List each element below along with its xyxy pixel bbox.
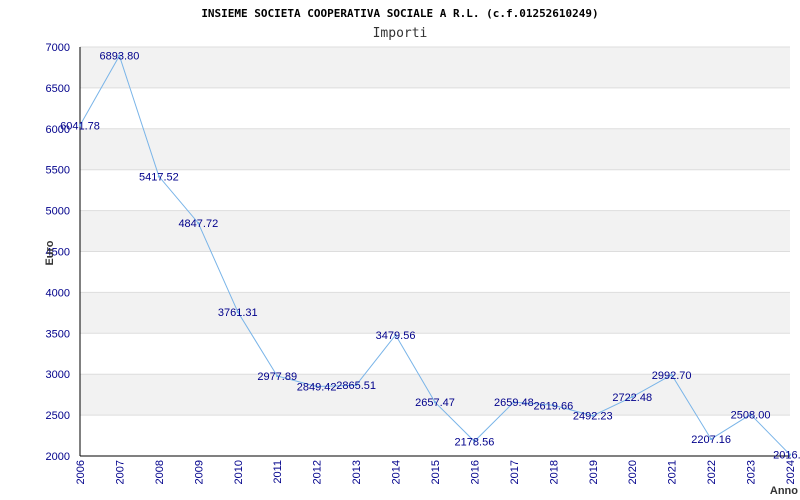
x-tick-label: 2012 <box>312 460 324 484</box>
data-point <box>473 440 476 443</box>
x-tick-label: 2023 <box>746 460 758 484</box>
data-point <box>118 54 121 57</box>
data-label: 2619.66 <box>533 400 573 412</box>
data-label: 5417.52 <box>139 171 179 183</box>
axes <box>79 47 790 457</box>
data-point <box>276 374 279 378</box>
x-tick-label: 2017 <box>509 460 521 484</box>
y-axis-ticks: 2000 2500 3000 3500 4000 4500 5000 5500 6000 6500… <box>46 42 70 463</box>
data-labels: 6041.78 6893.80 5417.52 4847.72 3761.31 2977.… <box>60 51 800 462</box>
data-point <box>236 310 239 314</box>
y-tick-label: 5000 <box>46 206 70 218</box>
data-point <box>433 401 437 404</box>
x-tick-label: 2020 <box>627 460 639 484</box>
data-point <box>749 413 752 416</box>
data-point <box>552 404 555 407</box>
x-tick-label: 2008 <box>154 460 166 484</box>
data-point <box>78 124 82 127</box>
data-label: 4847.72 <box>178 218 218 230</box>
y-tick-label: 2500 <box>46 410 70 422</box>
y-tick-label: 3000 <box>46 369 70 381</box>
plot-band <box>80 210 790 252</box>
y-tick-label: 6500 <box>46 83 70 95</box>
y-tick-label: 2000 <box>46 451 70 463</box>
y-axis-label: Euro <box>44 240 56 265</box>
y-tick-label: 7000 <box>46 42 70 54</box>
x-tick-label: 2016 <box>469 460 481 484</box>
y-tick-label: 6000 <box>46 124 70 136</box>
data-label: 3479.56 <box>376 330 416 342</box>
y-tick-label: 4500 <box>46 247 70 259</box>
x-tick-label: 2014 <box>391 460 403 484</box>
data-point <box>591 414 594 417</box>
data-label: 2657.47 <box>415 397 455 409</box>
data-point <box>197 221 200 225</box>
data-point <box>709 437 713 441</box>
data-label: 2992.70 <box>652 370 692 382</box>
data-label: 2865.51 <box>336 380 376 392</box>
x-tick-label: 2007 <box>114 460 126 484</box>
plot-band <box>80 292 790 334</box>
x-tick-label: 2011 <box>272 460 284 484</box>
data-label: 2659.48 <box>494 397 534 409</box>
data-label: 2207.16 <box>691 434 731 446</box>
x-tick-label: 2009 <box>193 460 205 484</box>
chart-subtitle: Importi <box>373 26 428 41</box>
data-label: 2977.89 <box>257 371 297 383</box>
data-point <box>157 175 161 178</box>
grid-lines <box>80 46 790 457</box>
chart-title: INSIEME SOCIETA COOPERATIVA SOCIALE A R.… <box>201 7 598 20</box>
x-tick-label: 2019 <box>588 460 600 484</box>
x-axis-ticks: 2006 2007 2008 2009 2010 2011 2012 2013 2014 2015… <box>75 460 797 484</box>
plot-band <box>80 374 790 416</box>
data-label: 3761.31 <box>218 307 258 319</box>
x-tick-label: 2015 <box>430 460 442 484</box>
data-label: 2722.48 <box>612 392 652 404</box>
plot-band <box>80 128 790 170</box>
data-point <box>788 453 792 456</box>
x-tick-label: 2022 <box>706 460 718 484</box>
x-tick-label: 2006 <box>75 460 87 484</box>
plot-bands <box>80 47 790 416</box>
data-label: 2849.42 <box>297 382 337 394</box>
y-tick-label: 4000 <box>46 287 70 299</box>
data-point <box>354 384 358 387</box>
data-label: 2492.23 <box>573 411 613 423</box>
data-label: 2508.00 <box>731 409 771 421</box>
x-tick-label: 2024 <box>785 460 797 484</box>
series-line <box>78 54 792 456</box>
plot-band <box>80 47 790 88</box>
x-tick-label: 2021 <box>667 460 679 484</box>
data-label: 2016.3 <box>773 450 800 462</box>
data-label: 2178.56 <box>455 436 495 448</box>
data-label: 6893.80 <box>100 51 140 63</box>
data-label: 6041.78 <box>60 120 100 132</box>
data-point <box>394 333 397 337</box>
data-point <box>631 395 634 399</box>
x-tick-label: 2013 <box>351 460 363 484</box>
y-tick-label: 5500 <box>46 165 70 177</box>
y-tick-label: 3500 <box>46 328 70 340</box>
x-tick-label: 2010 <box>233 460 245 484</box>
x-axis-label: Anno <box>770 485 798 497</box>
data-point <box>670 373 673 376</box>
x-tick-label: 2018 <box>548 460 560 484</box>
data-point <box>315 385 318 388</box>
data-point <box>512 400 516 404</box>
